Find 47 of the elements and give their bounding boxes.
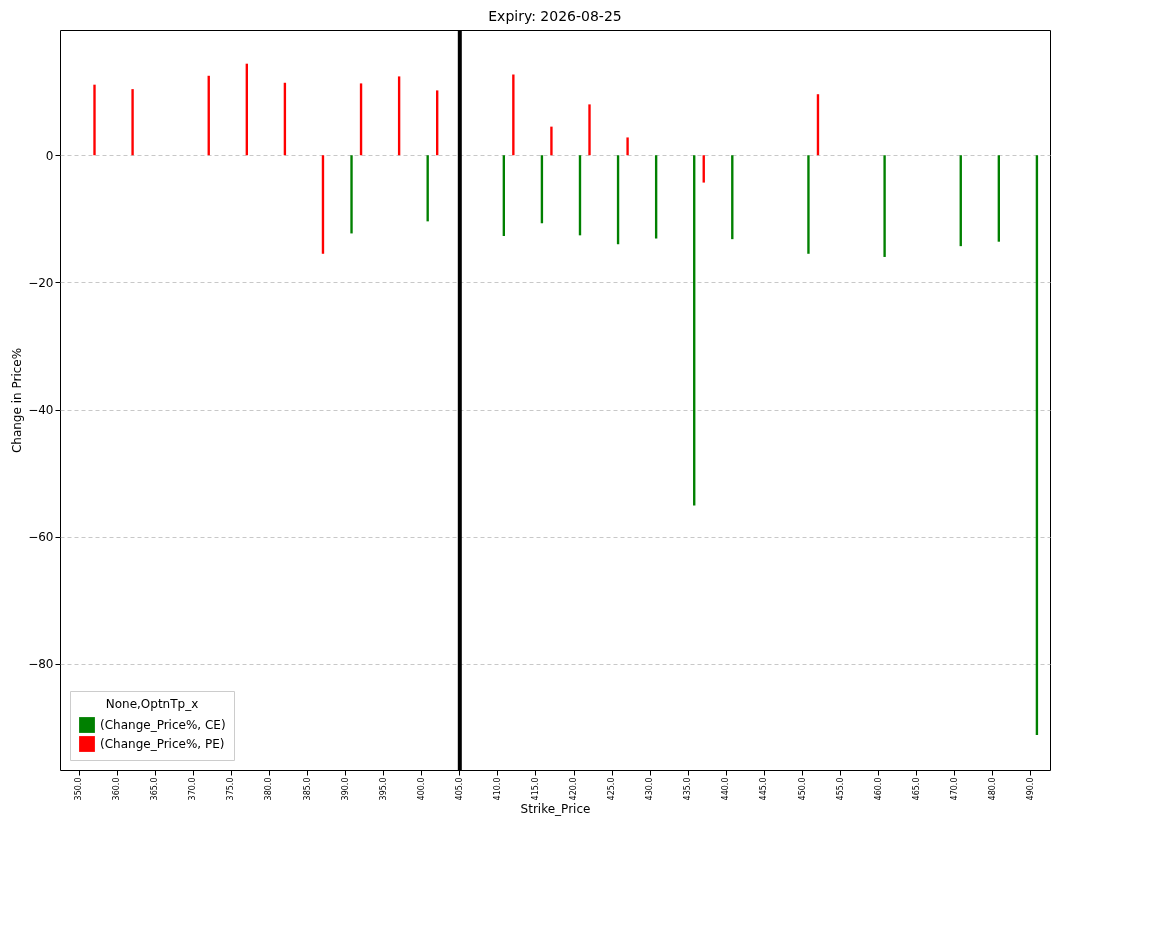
y-tick-label: −80 xyxy=(28,657,54,672)
y-axis-title: Change in Price% xyxy=(10,347,25,454)
x-tick-label: 405.0 xyxy=(454,777,464,801)
x-tick-label: 400.0 xyxy=(416,777,426,801)
x-tick-label: 460.0 xyxy=(873,777,883,801)
x-tick-label: 465.0 xyxy=(911,777,921,801)
x-tick-label: 430.0 xyxy=(645,777,655,801)
x-tick-label: 470.0 xyxy=(949,777,959,801)
x-tick-label: 410.0 xyxy=(492,777,502,801)
x-tick-label: 390.0 xyxy=(340,777,350,801)
x-tick-label: 360.0 xyxy=(112,777,122,801)
x-tick-label: 445.0 xyxy=(759,777,769,801)
x-tick-label: 415.0 xyxy=(530,777,540,801)
x-tick-label: 365.0 xyxy=(150,777,160,801)
x-tick-label: 490.0 xyxy=(1025,777,1035,801)
bar xyxy=(588,104,591,156)
bar xyxy=(512,74,515,156)
legend-title: None,OptnTp_x xyxy=(105,697,199,711)
x-tick-label: 435.0 xyxy=(683,777,693,801)
y-tick-label: −60 xyxy=(28,530,54,545)
x-tick-label: 455.0 xyxy=(835,777,845,801)
bar xyxy=(426,155,429,222)
legend-label: (Change_Price%, PE) xyxy=(100,737,225,751)
x-tick-label: 450.0 xyxy=(797,777,807,801)
x-tick-label: 385.0 xyxy=(302,777,312,801)
bar xyxy=(131,89,134,156)
bar xyxy=(883,155,886,257)
x-tick-label: 380.0 xyxy=(264,777,274,801)
x-tick-label: 370.0 xyxy=(188,777,198,801)
y-tick-label: −20 xyxy=(28,275,54,290)
x-tick-label: 350.0 xyxy=(74,777,84,801)
x-tick-label: 395.0 xyxy=(378,777,388,801)
legend-label: (Change_Price%, CE) xyxy=(100,718,226,732)
x-tick-label: 425.0 xyxy=(607,777,617,801)
y-tick-label: 0 xyxy=(45,148,54,163)
x-axis-title: Strike_Price xyxy=(520,802,591,817)
bar xyxy=(550,126,553,156)
bar xyxy=(626,137,629,156)
chart-title: Expiry: 2026-08-25 xyxy=(488,8,622,24)
bar xyxy=(93,84,96,156)
y-tick-label: −40 xyxy=(28,403,54,418)
x-tick-label: 480.0 xyxy=(987,777,997,801)
x-tick-label: 420.0 xyxy=(569,777,579,801)
bar xyxy=(350,155,353,234)
x-tick-label: 440.0 xyxy=(721,777,731,801)
x-tick-label: 375.0 xyxy=(226,777,236,801)
bar xyxy=(807,155,810,254)
